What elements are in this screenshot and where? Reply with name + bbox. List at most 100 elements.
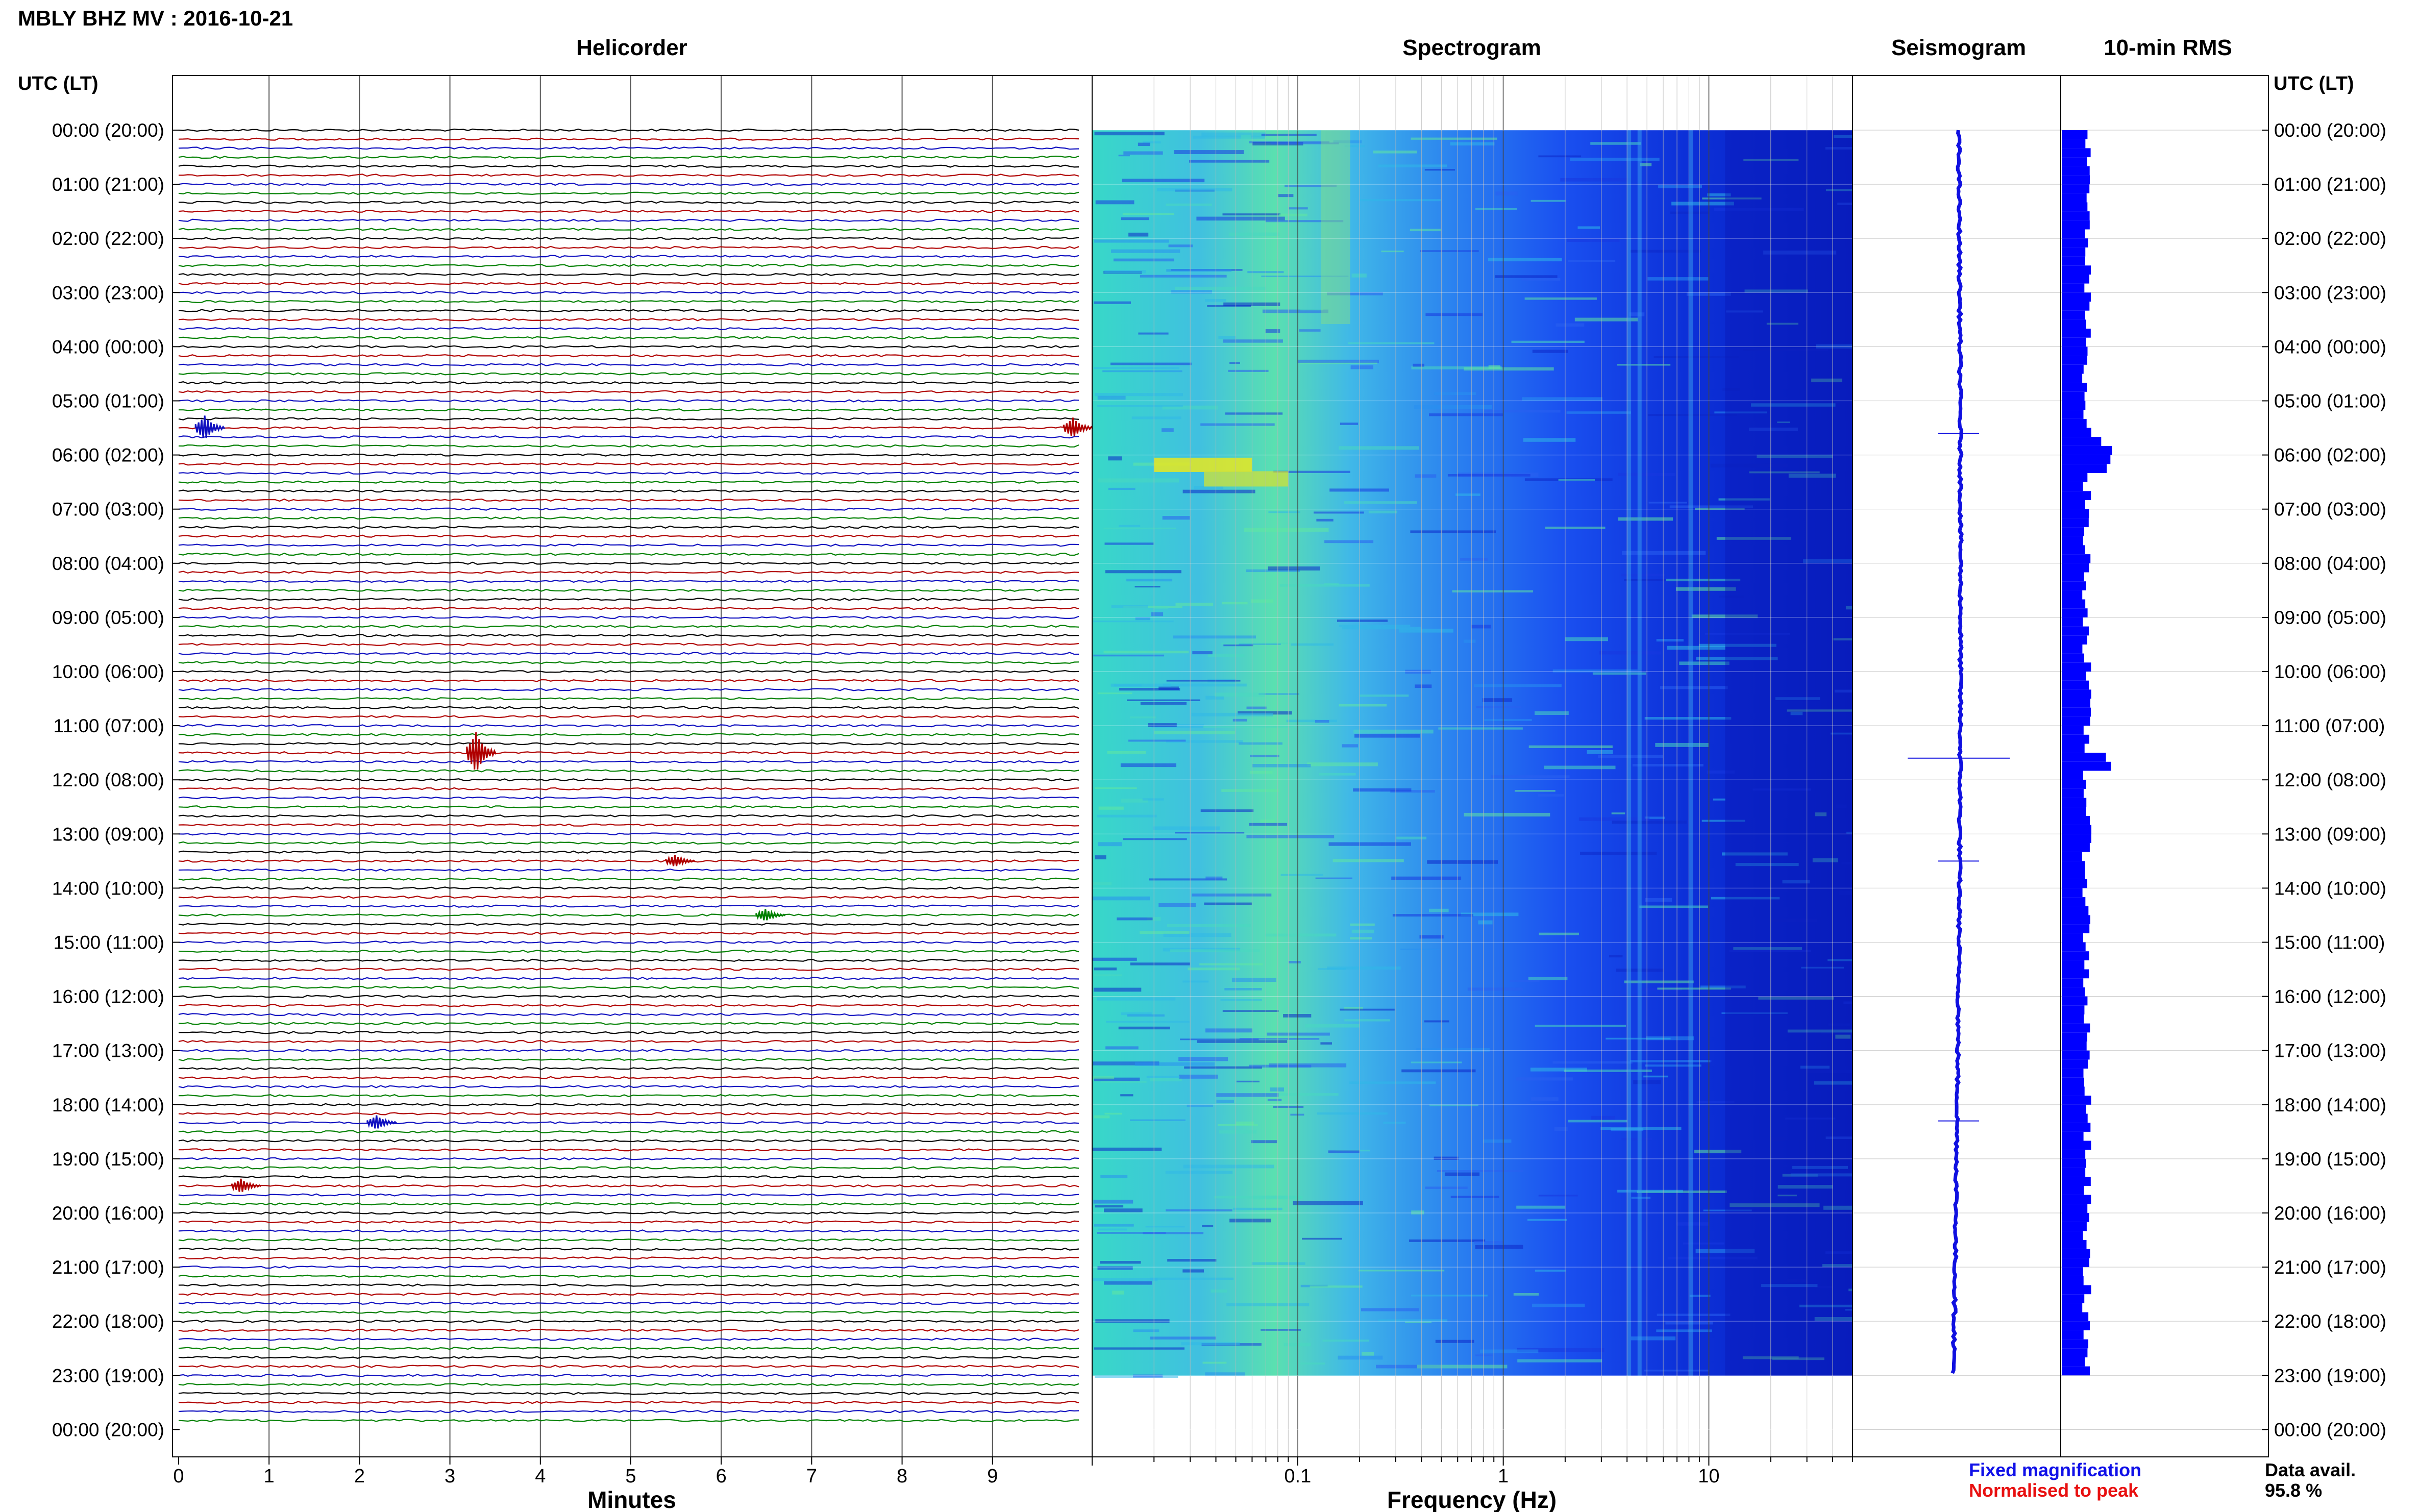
helicorder-trace — [178, 625, 1079, 628]
rms-bar — [2062, 1258, 2089, 1268]
rms-bar — [2062, 1141, 2091, 1150]
utc-label-right: UTC (LT) — [2274, 73, 2354, 94]
helicorder-trace — [178, 561, 1079, 565]
seismogram-trace — [1908, 130, 2010, 1374]
helicorder-trace — [178, 977, 1079, 980]
y-tick-label-right: 11:00 (07:00) — [2274, 715, 2385, 736]
y-tick-label-right: 01:00 (21:00) — [2274, 174, 2386, 195]
helicorder-trace — [178, 1419, 1079, 1422]
rms-bar — [2062, 1014, 2084, 1024]
helicorder-event — [1063, 417, 1094, 437]
rms-bar — [2062, 1330, 2084, 1340]
spectrogram-grid — [1092, 76, 1853, 1457]
helicorder-trace — [178, 1401, 1079, 1404]
rms-bar — [2062, 1321, 2090, 1330]
rms-bar — [2062, 662, 2091, 672]
rms-bar — [2062, 319, 2086, 329]
helicorder-trace — [178, 751, 1079, 755]
rms-bar — [2062, 888, 2083, 898]
seismogram-panel — [1853, 76, 2061, 1457]
plot-title: MBLY BHZ MV : 2016-10-21 — [18, 6, 293, 30]
helicorder-trace — [178, 1238, 1079, 1242]
y-tick-label-right: 21:00 (17:00) — [2274, 1257, 2386, 1278]
helicorder-trace — [178, 1392, 1079, 1395]
spectrogram-x-label: Frequency (Hz) — [1387, 1486, 1557, 1512]
helicorder-trace — [178, 841, 1079, 845]
rms-bar — [2062, 870, 2085, 879]
helicorder-panel — [172, 76, 1092, 1457]
rms-bar — [2062, 1285, 2091, 1295]
helicorder-x-tick-label: 8 — [897, 1466, 907, 1487]
spectrogram-texture — [1092, 130, 1853, 1378]
rms-bar — [2062, 788, 2084, 798]
rms-bar — [2062, 572, 2084, 582]
rms-bar — [2062, 1086, 2085, 1096]
rms-bar — [2062, 193, 2087, 203]
helicorder-trace — [178, 832, 1079, 836]
helicorder-trace — [178, 760, 1079, 763]
helicorder-x-tick-label: 2 — [354, 1466, 365, 1487]
rms-bar — [2062, 1168, 2086, 1177]
helicorder-trace — [178, 805, 1079, 809]
rms-bar — [2062, 807, 2086, 816]
rms-bar — [2062, 229, 2085, 239]
rms-bar — [2062, 924, 2090, 933]
rms-bar — [2062, 617, 2083, 627]
helicorder-trace — [178, 940, 1079, 944]
rms-bar — [2062, 1005, 2085, 1014]
helicorder-trace — [178, 769, 1079, 773]
helicorder-trace — [178, 958, 1079, 962]
y-tick-label-left: 19:00 (15:00) — [52, 1149, 164, 1170]
helicorder-trace — [178, 507, 1079, 511]
rms-bar — [2062, 644, 2083, 654]
helicorder-trace — [178, 1409, 1079, 1414]
helicorder-trace — [178, 498, 1079, 502]
helicorder-trace — [178, 923, 1079, 926]
rms-bar — [2062, 978, 2084, 987]
y-tick-label-left: 10:00 (06:00) — [52, 661, 164, 682]
helicorder-trace — [178, 1094, 1079, 1098]
helicorder-trace — [178, 1139, 1079, 1143]
helicorder-trace — [178, 309, 1079, 312]
helicorder-trace — [178, 679, 1079, 682]
helicorder-trace — [178, 1004, 1079, 1007]
rms-bar — [2062, 491, 2091, 500]
rms-bar — [2062, 1150, 2086, 1159]
helicorder-trace — [178, 164, 1079, 168]
rms-bar — [2062, 707, 2091, 717]
helicorder-trace — [178, 995, 1079, 998]
rms-bar — [2062, 536, 2083, 546]
helicorder-trace — [178, 742, 1079, 746]
helicorder-trace — [178, 291, 1079, 294]
helicorder-x-tick-label: 7 — [806, 1466, 817, 1487]
y-tick-label-right: 19:00 (15:00) — [2274, 1149, 2386, 1170]
helicorder-trace — [178, 128, 1079, 132]
rms-bar — [2062, 1339, 2088, 1349]
rms-bar — [2062, 247, 2086, 257]
helicorder-trace — [178, 580, 1079, 583]
rms-bar — [2062, 310, 2085, 320]
helicorder-trace — [178, 1202, 1079, 1206]
y-tick-label-left: 22:00 (18:00) — [52, 1311, 164, 1332]
helicorder-trace — [179, 1365, 1079, 1368]
helicorder-traces — [178, 128, 1094, 1422]
helicorder-trace — [178, 850, 1079, 854]
helicorder-trace — [178, 931, 1079, 935]
data-avail-label: Data avail. — [2265, 1459, 2356, 1480]
rms-bar — [2062, 1348, 2088, 1357]
rms-bar — [2062, 148, 2091, 158]
helicorder-trace — [178, 1184, 1079, 1188]
helicorder-trace — [178, 372, 1079, 376]
rms-bar — [2062, 220, 2090, 230]
helicorder-trace — [178, 336, 1079, 339]
y-tick-label-left: 05:00 (01:00) — [52, 391, 164, 412]
rms-bar — [2062, 1312, 2089, 1322]
rms-bar — [2062, 302, 2090, 311]
rms-bar — [2062, 987, 2085, 997]
rms-bar — [2062, 1104, 2086, 1114]
helicorder-grid — [268, 76, 993, 1457]
helicorder-trace — [179, 300, 1079, 304]
rms-bar — [2062, 1231, 2083, 1241]
helicorder-trace — [178, 634, 1079, 637]
helicorder-trace — [178, 1328, 1079, 1332]
